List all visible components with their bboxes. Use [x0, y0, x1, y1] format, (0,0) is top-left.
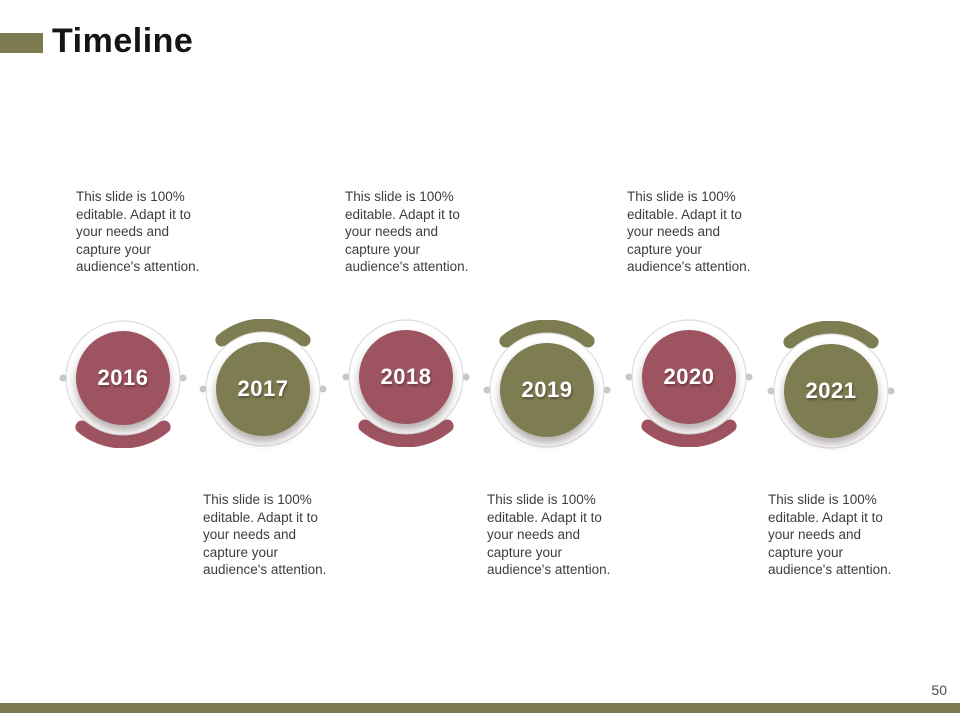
description-2019: This slide is 100% editable. Adapt it to… [487, 492, 611, 578]
connector-dot [887, 387, 895, 395]
milestone-arc-bottom [641, 419, 737, 447]
year-circle-2019: 2019 [500, 343, 594, 437]
page-title: Timeline [52, 22, 194, 60]
milestone-arc-top [499, 320, 595, 348]
description-2017: This slide is 100% editable. Adapt it to… [203, 492, 327, 578]
year-label: 2016 [97, 365, 149, 390]
year-circle-2021: 2021 [784, 344, 878, 438]
year-circle-2016: 2016 [76, 331, 170, 425]
title-bullet-icon [0, 33, 43, 53]
milestone-ring-graphic [483, 320, 611, 448]
connector-dot [603, 386, 611, 394]
connector-dot [199, 385, 207, 393]
connector-dot [462, 373, 470, 381]
milestone-2017: 2017 [193, 319, 333, 459]
connector-dot [767, 387, 775, 395]
milestone-2021: 2021 [761, 321, 901, 461]
year-label: 2017 [237, 376, 289, 401]
description-2016: This slide is 100% editable. Adapt it to… [76, 189, 200, 275]
description-2020: This slide is 100% editable. Adapt it to… [627, 189, 751, 275]
milestone-arc-bottom [358, 419, 454, 447]
description-2018: This slide is 100% editable. Adapt it to… [345, 189, 469, 275]
year-circle-2017: 2017 [216, 342, 310, 436]
milestone-ring-graphic [342, 319, 470, 447]
description-2021: This slide is 100% editable. Adapt it to… [768, 492, 892, 578]
milestone-arc-bottom [75, 420, 171, 448]
year-circle-2018: 2018 [359, 330, 453, 424]
milestone-ring-graphic [767, 321, 895, 449]
connector-dot [319, 385, 327, 393]
milestone-2020: 2020 [619, 307, 759, 447]
year-label: 2019 [521, 377, 573, 402]
milestone-ring-graphic [59, 320, 187, 448]
page-number: 50 [931, 682, 947, 698]
milestone-ring-graphic [199, 319, 327, 447]
year-label: 2020 [663, 364, 715, 389]
year-label: 2021 [805, 378, 857, 403]
connector-dot [179, 374, 187, 382]
connector-dot [745, 373, 753, 381]
connector-dot [59, 374, 67, 382]
connector-dot [625, 373, 633, 381]
year-circle-2020: 2020 [642, 330, 736, 424]
milestone-arc-top [215, 319, 311, 347]
connector-dot [342, 373, 350, 381]
milestone-2016: 2016 [53, 308, 193, 448]
milestone-2019: 2019 [477, 320, 617, 460]
year-label: 2018 [380, 364, 432, 389]
connector-dot [483, 386, 491, 394]
milestone-arc-top [783, 321, 879, 349]
bottom-accent-bar [0, 703, 960, 713]
milestone-2018: 2018 [336, 307, 476, 447]
milestone-ring-graphic [625, 319, 753, 447]
